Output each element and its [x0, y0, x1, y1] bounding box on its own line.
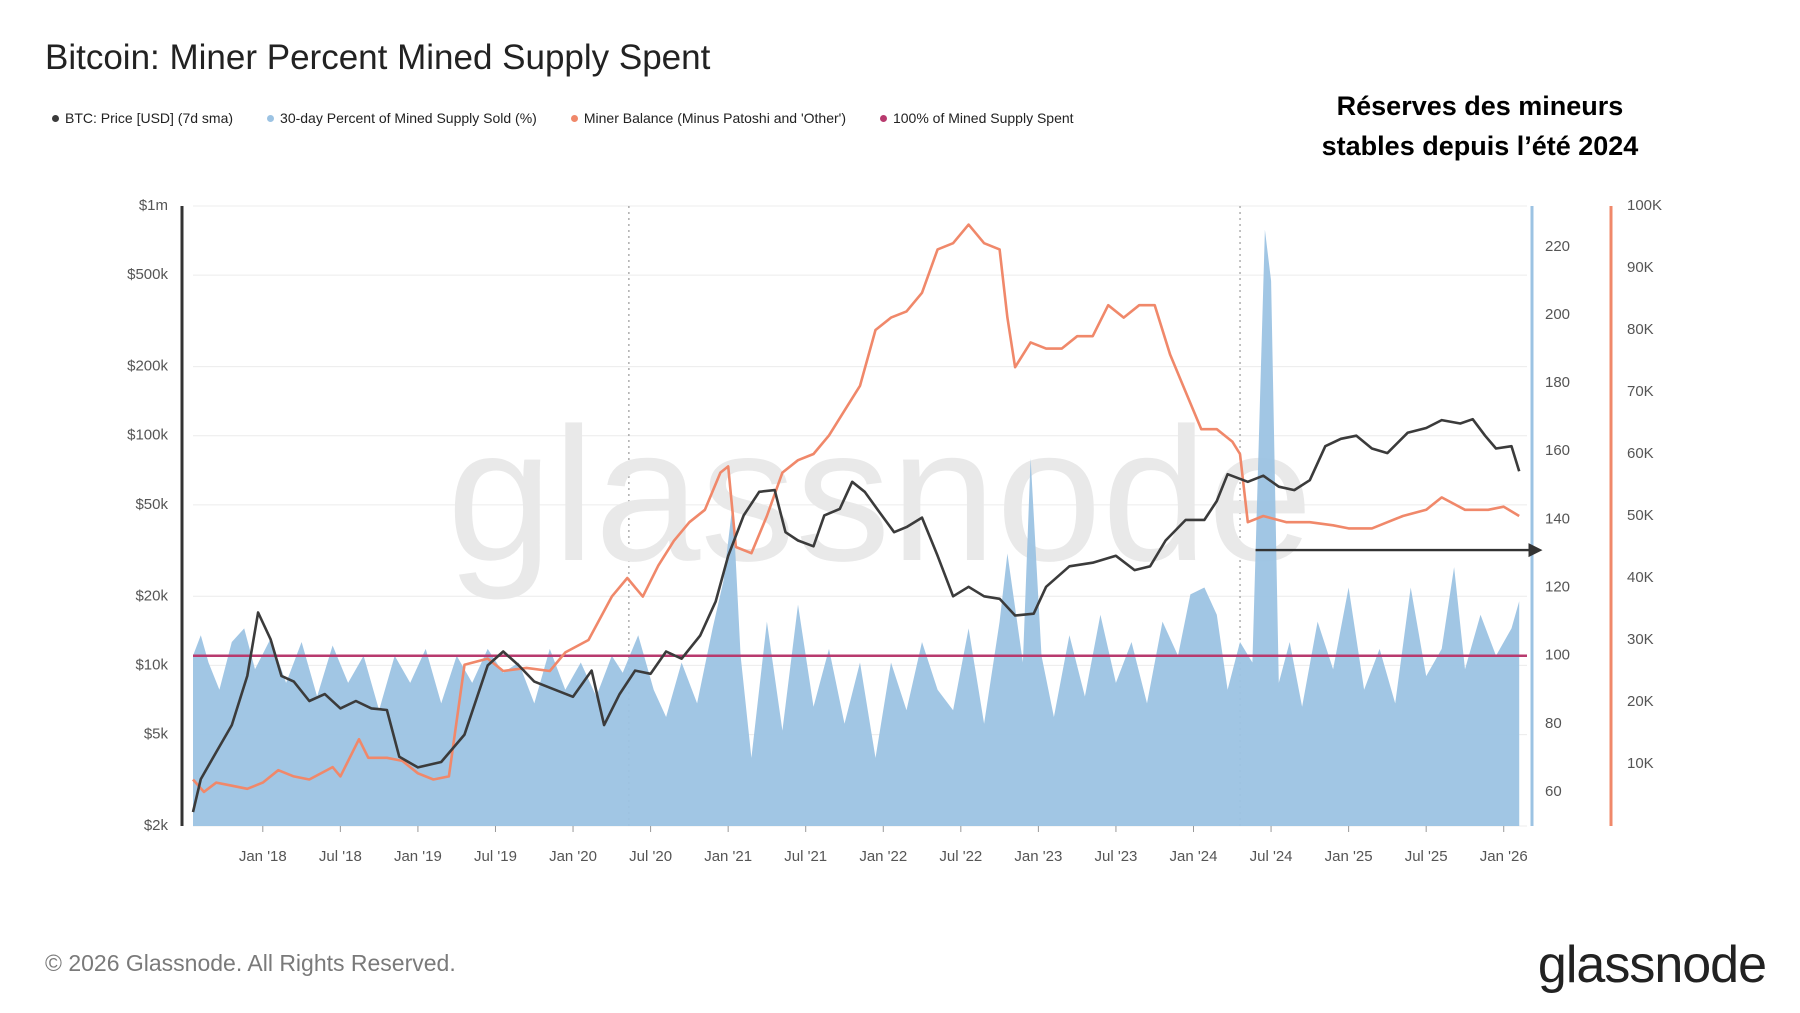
balance-tick-label: 70K [1627, 383, 1654, 400]
arrow-head [1528, 543, 1543, 558]
price-tick-label: $100k [127, 427, 168, 444]
x-tick-label: Jul '21 [784, 848, 827, 865]
price-tick-label: $200k [127, 358, 168, 375]
percent-tick-label: 140 [1545, 510, 1570, 527]
annotation-line-2: stables depuis l’été 2024 [1321, 131, 1639, 161]
x-tick-label: Jan '22 [859, 848, 907, 865]
percent-tick-label: 120 [1545, 579, 1570, 596]
price-tick-label: $2k [144, 817, 169, 834]
price-tick-label: $5k [144, 726, 169, 743]
legend-item-percent-sold[interactable]: 30-day Percent of Mined Supply Sold (%) [267, 110, 537, 126]
x-tick-label: Jan '26 [1480, 848, 1528, 865]
balance-tick-label: 100K [1627, 197, 1662, 214]
price-tick-label: $50k [135, 496, 168, 513]
x-tick-label: Jan '24 [1170, 848, 1218, 865]
miner-balance-line [192, 223, 1520, 794]
price-tick-label: $500k [127, 266, 168, 283]
x-tick-label: Jul '22 [939, 848, 982, 865]
percent-tick-label: 60 [1545, 783, 1562, 800]
glassnode-logo: glassnode [1537, 936, 1767, 994]
legend-item-miner-balance[interactable]: Miner Balance (Minus Patoshi and 'Other'… [570, 110, 846, 126]
price-line [191, 417, 1521, 813]
x-tick-label: Jan '20 [549, 848, 597, 865]
x-tick-label: Jul '24 [1250, 848, 1293, 865]
annotation-callout: Réserves des mineurs stables depuis l’ét… [1290, 86, 1670, 166]
balance-tick-label: 30K [1627, 631, 1654, 648]
copyright: © 2026 Glassnode. All Rights Reserved. [45, 950, 456, 976]
x-tick-label: Jan '23 [1014, 848, 1062, 865]
percent-tick-label: 80 [1545, 715, 1562, 732]
annotation-arrow [1255, 543, 1543, 558]
price-tick-label: $1m [139, 197, 168, 214]
percent-tick-label: 160 [1545, 442, 1570, 459]
tick-labels: $1m $500k $200k $100k $50k $20k $10k $5k $2k 220 2… [127, 197, 1662, 865]
legend-dot-price [52, 114, 59, 122]
legend: BTC: Price [USD] (7d sma) 30-day Percent… [52, 110, 1074, 126]
legend-label-miner-balance: Miner Balance (Minus Patoshi and 'Other'… [583, 110, 846, 126]
percent-tick-label: 100 [1545, 647, 1570, 664]
price-tick-label: $20k [135, 587, 168, 604]
annotation-line-1: Réserves des mineurs [1336, 91, 1624, 121]
x-tick-label: Jan '25 [1325, 848, 1373, 865]
series-lines [191, 223, 1527, 813]
x-tick-label: Jul '25 [1405, 848, 1448, 865]
legend-dot-miner-balance [570, 114, 578, 122]
percent-sold-area [193, 229, 1520, 827]
percent-tick-label: 220 [1545, 238, 1570, 255]
x-tick-label: Jan '21 [704, 848, 752, 865]
chart-title: Bitcoin: Miner Percent Mined Supply Spen… [45, 38, 711, 77]
percent-tick-label: 200 [1545, 306, 1570, 323]
x-tick-label: Jan '19 [394, 848, 442, 865]
balance-tick-label: 60K [1627, 445, 1654, 462]
legend-item-price[interactable]: BTC: Price [USD] (7d sma) [52, 110, 233, 126]
balance-tick-label: 80K [1627, 321, 1654, 338]
legend-label-threshold: 100% of Mined Supply Spent [892, 110, 1074, 126]
x-tick-label: Jul '23 [1094, 848, 1137, 865]
balance-tick-label: 20K [1627, 693, 1654, 710]
x-tick-label: Jul '20 [629, 848, 672, 865]
legend-dot-percent-sold [267, 114, 275, 122]
axes [180, 206, 1613, 826]
balance-tick-label: 40K [1627, 569, 1654, 586]
balance-tick-label: 10K [1627, 755, 1654, 772]
legend-dot-threshold [879, 114, 887, 122]
percent-tick-label: 180 [1545, 374, 1570, 391]
legend-item-threshold[interactable]: 100% of Mined Supply Spent [879, 110, 1074, 126]
x-tick-label: Jan '18 [239, 848, 287, 865]
balance-tick-label: 90K [1627, 259, 1654, 276]
watermark-text: glassnode [447, 389, 1313, 601]
legend-label-price: BTC: Price [USD] (7d sma) [65, 110, 234, 126]
x-tick-label: Jul '18 [319, 848, 362, 865]
legend-label-percent-sold: 30-day Percent of Mined Supply Sold (%) [280, 110, 537, 126]
price-tick-label: $10k [135, 656, 168, 673]
balance-tick-label: 50K [1627, 507, 1654, 524]
x-tick-label: Jul '19 [474, 848, 517, 865]
percent-sold-area-group [193, 229, 1520, 827]
